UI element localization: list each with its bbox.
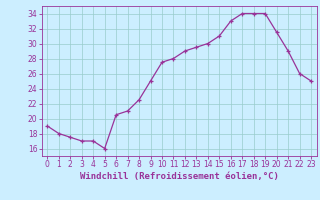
X-axis label: Windchill (Refroidissement éolien,°C): Windchill (Refroidissement éolien,°C) xyxy=(80,172,279,181)
